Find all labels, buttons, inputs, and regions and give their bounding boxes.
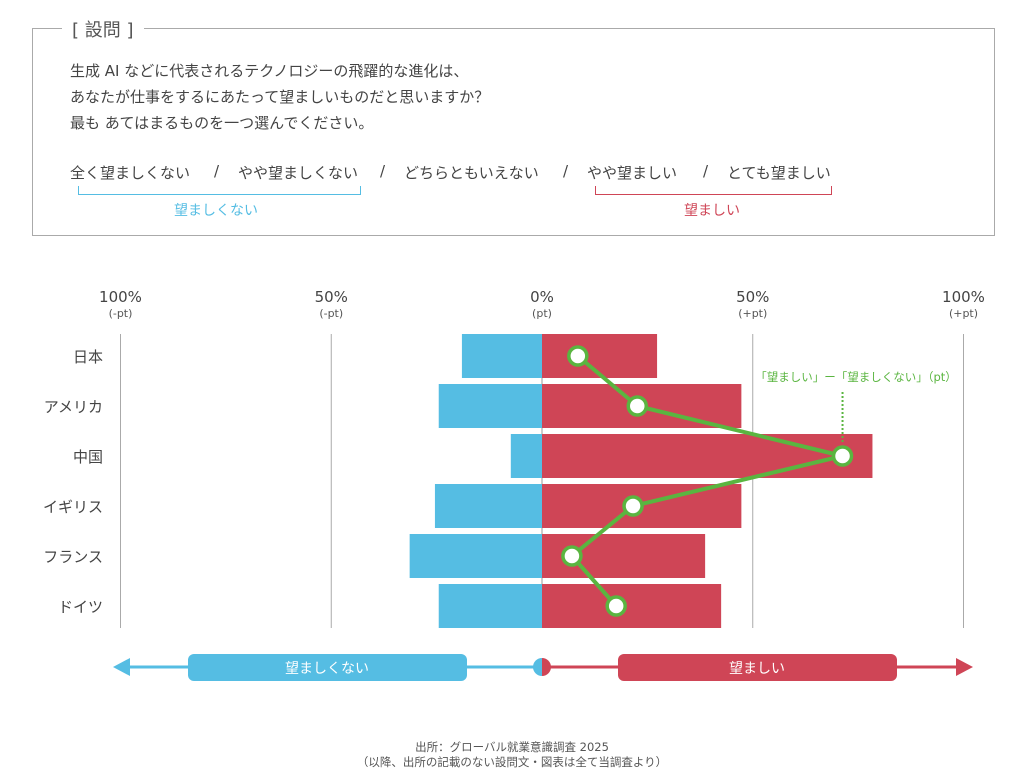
question-title: [ 設問 ] xyxy=(62,16,144,42)
negative-pill xyxy=(188,654,467,681)
tick-label: 100% xyxy=(942,288,985,306)
question-box xyxy=(32,28,995,236)
center-dot-right xyxy=(542,658,551,676)
tick-label: 100% xyxy=(99,288,142,306)
tick-sublabel: (-pt) xyxy=(109,307,133,320)
option-sep: / xyxy=(214,162,220,180)
category-label: イギリス xyxy=(43,498,103,516)
center-dot-left xyxy=(533,658,542,676)
source-note: 出所：グローバル就業意識調査 2025 （以降、出所の記載のない設問文・図表は全… xyxy=(0,740,1024,770)
tick-label: 50% xyxy=(315,288,348,306)
positive-bar xyxy=(542,334,658,378)
tick-sublabel: (+pt) xyxy=(949,307,978,320)
option-2: やや望ましくない xyxy=(238,164,359,182)
positive-pill xyxy=(618,654,897,681)
negative-bar xyxy=(438,384,542,428)
question-line: あなたが仕事をするにあたって望ましいものだと思いますか？ xyxy=(70,88,490,106)
negative-bar xyxy=(409,534,542,578)
arrow-positive-label: 望ましい xyxy=(729,661,785,677)
option-1: 全く望ましくない xyxy=(70,164,191,182)
tick-sublabel: (pt) xyxy=(532,307,552,320)
negative-bar xyxy=(438,584,542,628)
arrow-left-icon xyxy=(113,658,130,676)
option-sep: / xyxy=(380,162,386,180)
diff-point xyxy=(622,495,644,517)
category-label: 日本 xyxy=(73,348,103,366)
group-negative-label: 望ましくない xyxy=(174,203,258,219)
tick-sublabel: (+pt) xyxy=(738,307,767,320)
diff-point xyxy=(567,345,589,367)
tick-label: 0% xyxy=(530,288,554,306)
positive-bracket xyxy=(595,186,832,195)
category-label: フランス xyxy=(43,548,103,566)
negative-bar xyxy=(461,334,542,378)
option-sep: / xyxy=(703,162,709,180)
positive-bar xyxy=(542,434,873,478)
question-line: 生成 AI などに代表されるテクノロジーの飛躍的な進化は、 xyxy=(70,62,469,80)
option-4: やや望ましい xyxy=(587,164,678,182)
category-label: アメリカ xyxy=(44,398,103,416)
diff-point xyxy=(831,445,854,467)
source-line: （以降、出所の記載のない設問文・図表は全て当調査より） xyxy=(356,755,668,769)
arrow-negative-label: 望ましくない xyxy=(285,661,369,677)
diff-line xyxy=(569,354,844,608)
tick-label: 50% xyxy=(736,288,769,306)
arrow-right-icon xyxy=(956,658,973,676)
source-line: 出所：グローバル就業意識調査 2025 xyxy=(415,740,609,754)
annotation-label: 「望ましい」ー「望ましくない」（pt） xyxy=(755,370,957,384)
diff-point xyxy=(605,595,627,617)
negative-bar xyxy=(434,484,542,528)
group-positive-label: 望ましい xyxy=(684,203,740,219)
tick-sublabel: (-pt) xyxy=(319,307,343,320)
negative-bracket xyxy=(78,186,361,195)
question-line: 最も あてはまるものを一つ選んでください。 xyxy=(70,114,374,132)
positive-bar xyxy=(542,584,722,628)
option-3: どちらともいえない xyxy=(404,164,539,182)
category-label: ドイツ xyxy=(58,598,103,616)
option-sep: / xyxy=(563,162,569,180)
diff-point xyxy=(561,545,583,567)
option-5: とても望ましい xyxy=(727,164,831,182)
negative-bar xyxy=(510,434,542,478)
category-label: 中国 xyxy=(73,448,103,466)
diff-point xyxy=(626,395,649,417)
